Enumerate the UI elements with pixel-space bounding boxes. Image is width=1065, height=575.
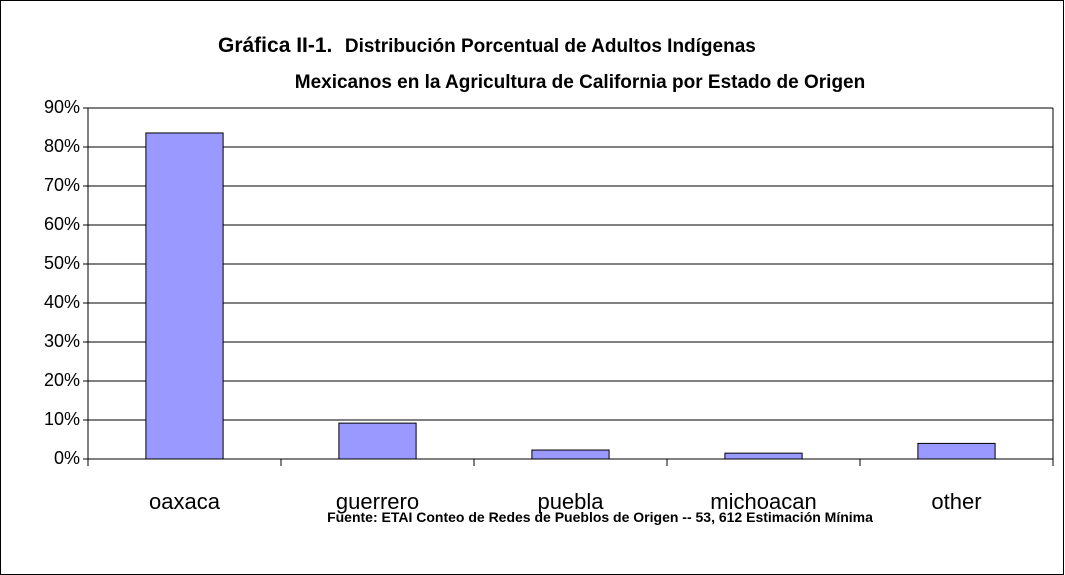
title-label: Gráfica II-1. [218,34,332,57]
y-tick-label: 80% [44,136,80,156]
chart-title: Gráfica II-1. Distribución Porcentual de… [218,34,756,57]
bar [917,442,996,460]
y-tick-label: 40% [44,292,80,312]
y-tick-label: 20% [44,370,80,390]
x-tick-label: oaxaca [149,489,221,514]
y-tick-label: 0% [54,448,80,468]
y-tick-label: 50% [44,253,80,273]
title-line-1: Distribución Porcentual de Adultos Indíg… [345,36,756,57]
y-tick-label: 90% [44,97,80,117]
y-tick-label: 10% [44,409,80,429]
x-tick-label: guerrero [336,489,419,514]
y-tick-label: 70% [44,175,80,195]
bar [531,449,610,460]
bar [724,452,803,460]
title-line-2: Mexicanos en la Agricultura de Californi… [295,72,865,93]
bar [145,132,224,460]
x-tick-label: michoacan [710,489,816,514]
source-note: Fuente: ETAI Conteo de Redes de Pueblos … [327,509,873,525]
x-tick-label: other [931,489,981,514]
y-tick-label: 60% [44,214,80,234]
x-tick-label: puebla [537,489,604,514]
y-tick-label: 30% [44,331,80,351]
bar [338,422,417,460]
